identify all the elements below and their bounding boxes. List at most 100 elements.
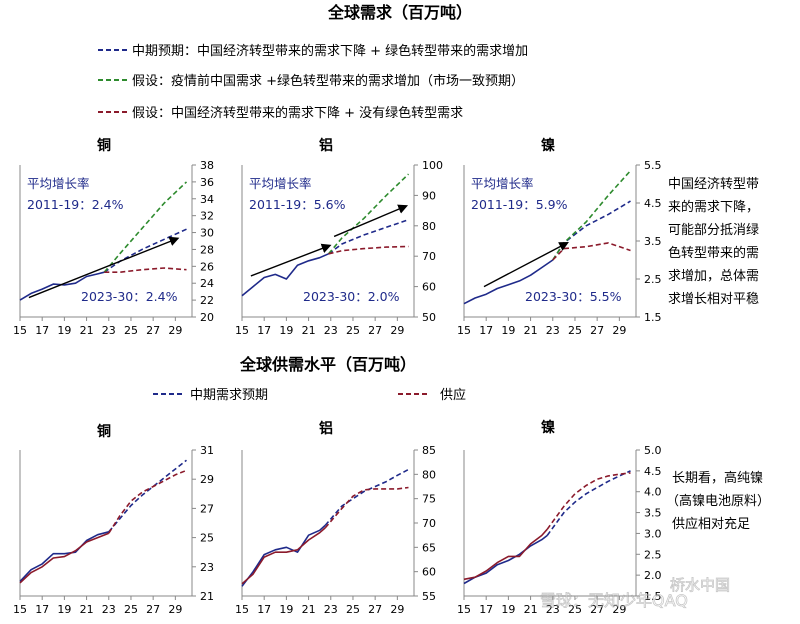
x-tick-label: 25 <box>346 324 360 337</box>
y-tick-label: 32 <box>200 210 214 223</box>
y-tick-label: 2.5 <box>644 548 662 561</box>
series-line <box>463 259 554 305</box>
y-tick-label: 30 <box>200 227 214 240</box>
series-line <box>328 218 409 255</box>
y-tick-label: 70 <box>422 517 436 530</box>
series-line <box>552 200 631 261</box>
y-tick-label: 3.5 <box>644 507 662 520</box>
y-tick-label: 4.0 <box>644 486 662 499</box>
x-tick-label: 21 <box>302 324 316 337</box>
annotation-header: 平均增长率 <box>249 176 312 191</box>
y-tick-label: 5.5 <box>644 159 662 172</box>
y-tick-label: 38 <box>200 159 214 172</box>
series-line <box>19 271 105 301</box>
y-tick-label: 1.5 <box>644 311 662 324</box>
x-tick-label: 29 <box>168 324 182 337</box>
series-line <box>463 528 548 581</box>
x-tick-label: 23 <box>324 603 338 616</box>
series-line <box>241 253 329 297</box>
x-tick-label: 15 <box>13 324 27 337</box>
y-tick-label: 4.5 <box>644 465 662 478</box>
watermark-text: 雪球：无知少年QAQ <box>540 591 688 610</box>
x-tick-label: 27 <box>368 603 382 616</box>
side-note-line: 色转型带来的需 <box>668 245 759 261</box>
x-tick-label: 29 <box>612 603 626 616</box>
x-tick-label: 19 <box>501 324 515 337</box>
x-tick-label: 25 <box>568 324 582 337</box>
legend-label-mid-term: 中期预期：中国经济转型带来的需求下降 + 绿色转型带来的需求增加 <box>132 43 528 59</box>
x-tick-label: 25 <box>124 603 138 616</box>
chart-supply-demand-0: 铜 15 17 19 21 23 25 27 29 21 23 25 27 29 31 <box>13 423 214 616</box>
y-tick-label: 4.5 <box>644 197 662 210</box>
x-tick-label: 17 <box>479 324 493 337</box>
annotation-forward-growth: 2023-30：5.5% <box>525 289 622 304</box>
x-tick-label: 29 <box>168 603 182 616</box>
x-tick-label: 21 <box>80 603 94 616</box>
chart-title: 铝 <box>319 137 333 154</box>
annotation-forward-growth: 2023-30：2.4% <box>81 289 178 304</box>
y-tick-label: 22 <box>200 294 214 307</box>
chart-title: 镍 <box>541 419 555 436</box>
x-tick-label: 15 <box>457 324 471 337</box>
annotation-hist-growth: 2011-19：5.6% <box>249 197 346 212</box>
x-tick-label: 19 <box>279 324 293 337</box>
trend-arrow <box>250 243 332 277</box>
watermark: 雪球：无知少年QAQ 桥水中国 <box>540 576 731 611</box>
y-tick-label: 24 <box>200 277 214 290</box>
y-tick-label: 80 <box>422 468 436 481</box>
y-tick-label: 5.0 <box>644 444 662 457</box>
y-tick-label: 1.5 <box>644 590 662 603</box>
side-note-line: 求增加，总体需 <box>668 269 759 284</box>
y-tick-label: 34 <box>200 193 214 206</box>
y-tick-label: 85 <box>422 444 436 457</box>
series-line <box>546 472 631 530</box>
top-side-note: 中国经济转型带 来的需求下降， 可能部分抵消绿 色转型带来的需 求增加，总体需 … <box>668 177 759 307</box>
x-tick-label: 17 <box>35 324 49 337</box>
x-tick-label: 27 <box>590 324 604 337</box>
y-tick-label: 28 <box>200 243 214 256</box>
x-tick-label: 21 <box>524 324 538 337</box>
x-tick-label: 23 <box>102 324 116 337</box>
y-tick-label: 60 <box>422 281 436 294</box>
annotation-header: 平均增长率 <box>471 176 534 191</box>
x-tick-label: 15 <box>235 603 249 616</box>
x-tick-label: 27 <box>368 324 382 337</box>
bottom-legend: 中期需求预期 供应 <box>153 387 466 403</box>
y-tick-label: 21 <box>200 590 214 603</box>
series-line <box>103 228 187 273</box>
annotation-header: 平均增长率 <box>27 176 90 191</box>
y-tick-label: 3.0 <box>644 527 662 540</box>
y-tick-label: 65 <box>422 541 436 554</box>
x-tick-label: 21 <box>302 603 316 616</box>
charts-layer: 铜 15 17 19 21 23 25 27 29 20 22 24 26 28 30 32 34 36 38 平均增… <box>13 137 662 616</box>
legend-label-no-green: 假设：中国经济转型带来的需求下降 + 没有绿色转型需求 <box>132 105 463 121</box>
series-line <box>19 532 110 584</box>
series-line <box>552 242 631 261</box>
trend-arrow <box>483 241 569 288</box>
top-title: 全球需求（百万吨） <box>327 3 472 22</box>
y-tick-label: 36 <box>200 176 214 189</box>
series-line <box>327 173 410 255</box>
y-tick-label: 50 <box>422 311 436 324</box>
chart-title: 铝 <box>319 420 333 437</box>
y-tick-label: 26 <box>200 260 214 273</box>
x-tick-label: 17 <box>35 603 49 616</box>
x-tick-label: 15 <box>13 603 27 616</box>
series-line <box>241 524 326 587</box>
y-tick-label: 23 <box>200 561 214 574</box>
chart-demand-1: 铝 15 17 19 21 23 25 27 29 50 60 70 80 90 100 平均增长率 2011-… <box>235 137 443 337</box>
y-tick-label: 70 <box>422 250 436 263</box>
side-note-line: 长期看，高纯镍 <box>672 470 763 486</box>
y-tick-label: 75 <box>422 493 436 506</box>
bottom-title: 全球供需水平（百万吨） <box>239 355 416 374</box>
chart-title: 铜 <box>97 137 111 154</box>
series-line <box>108 459 187 533</box>
x-tick-label: 19 <box>501 603 515 616</box>
series-line <box>328 245 409 255</box>
x-tick-label: 19 <box>57 324 71 337</box>
chart-title: 镍 <box>541 137 555 154</box>
x-tick-label: 27 <box>590 603 604 616</box>
x-tick-label: 17 <box>257 603 271 616</box>
y-tick-label: 29 <box>200 473 214 486</box>
x-tick-label: 25 <box>568 603 582 616</box>
